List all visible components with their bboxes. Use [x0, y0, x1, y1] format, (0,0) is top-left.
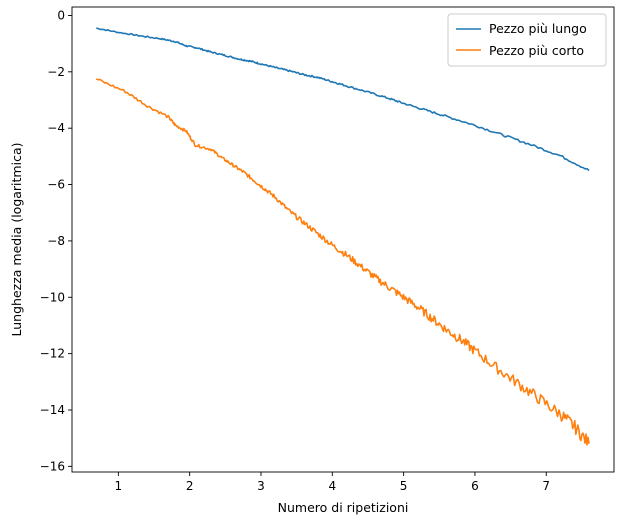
- legend: Pezzo più lungo Pezzo più corto: [447, 13, 607, 67]
- y-tick-label: −8: [47, 234, 65, 248]
- y-tick-label: −4: [47, 121, 65, 135]
- x-axis-label: Numero di ripetizioni: [278, 500, 409, 515]
- y-tick-label: −10: [40, 290, 65, 304]
- legend-box: [447, 13, 607, 67]
- series-layer: [95, 27, 590, 446]
- series-line-shortest: [95, 78, 590, 446]
- y-tick-label: −14: [40, 403, 65, 417]
- x-tick-label: 5: [400, 479, 408, 493]
- legend-label-longest: Pezzo più lungo: [489, 21, 587, 36]
- plot-area: [71, 6, 615, 473]
- y-tick-label: −6: [47, 178, 65, 192]
- x-tick-label: 1: [115, 479, 123, 493]
- x-tick-label: 3: [257, 479, 265, 493]
- x-tick-label: 2: [186, 479, 194, 493]
- y-tick-label: −12: [40, 347, 65, 361]
- legend-label-shortest: Pezzo più corto: [489, 43, 584, 58]
- x-axis-ticks: 1 2 3 4 5 6 7: [115, 472, 550, 493]
- series-line-longest: [96, 27, 590, 172]
- x-tick-label: 4: [328, 479, 336, 493]
- y-axis-label: Lunghezza media (logaritmica): [9, 143, 24, 337]
- y-tick-label: 0: [57, 8, 65, 22]
- y-tick-label: −2: [47, 65, 65, 79]
- x-tick-label: 7: [542, 479, 550, 493]
- x-tick-label: 6: [471, 479, 479, 493]
- y-axis-ticks: 0 −2 −4 −6 −8 −10 −12 −14 −16: [40, 8, 72, 473]
- y-tick-label: −16: [40, 459, 65, 473]
